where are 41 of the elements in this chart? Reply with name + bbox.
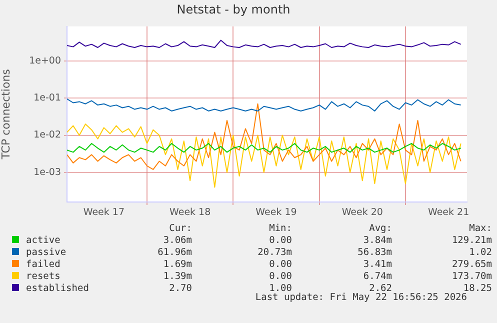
- text: 1.00: [269, 282, 292, 294]
- y-tick-label: 1e-01: [34, 92, 61, 104]
- text: 3.84m: [362, 234, 392, 246]
- text: 61.96m: [156, 246, 192, 258]
- text: 20.73m: [256, 246, 292, 258]
- legend-label: established: [25, 282, 90, 294]
- text: 0.00: [268, 270, 292, 282]
- x-tick-label: Week 20: [342, 207, 383, 218]
- text: 2.70: [168, 282, 192, 294]
- text: 56.83m: [356, 246, 392, 258]
- text: 1.02: [468, 246, 492, 258]
- text: 1.69m: [162, 258, 192, 270]
- text: 1.39m: [162, 270, 192, 282]
- text: 3.06m: [162, 234, 192, 246]
- text: 129.21m: [450, 234, 492, 246]
- y-tick-label: 1e-02: [34, 130, 61, 141]
- text: Cur:: [168, 222, 192, 234]
- x-tick-label: Week 17: [83, 207, 124, 218]
- text: 18.25: [463, 282, 492, 294]
- text: 0.00: [268, 258, 292, 270]
- text: 279.65m: [450, 258, 492, 270]
- text: 2.62: [369, 282, 392, 294]
- legend-label: failed: [25, 258, 62, 270]
- text: 6.74m: [362, 270, 392, 282]
- text: 173.70m: [450, 270, 492, 282]
- text: Avg:: [368, 222, 392, 234]
- x-tick-label: Week 19: [256, 207, 297, 218]
- text: 0.00: [268, 234, 292, 246]
- y-tick-label: 1e+00: [29, 55, 61, 66]
- text: Max:: [468, 222, 492, 234]
- x-tick-label: Week 21: [428, 207, 470, 218]
- y-tick-label: 1e-03: [34, 166, 61, 178]
- legend-label: active: [25, 234, 62, 246]
- text: Last update: Fri May 22 16:56:25 2026: [255, 292, 467, 303]
- chart-title: Netstat - by month: [176, 2, 290, 16]
- x-tick-label: Week 18: [170, 207, 211, 218]
- text: Min:: [268, 222, 292, 234]
- legend-label: passive: [25, 246, 68, 258]
- y-axis-title: TCP connections: [0, 68, 12, 160]
- legend-label: resets: [25, 270, 62, 282]
- text: 3.41m: [362, 258, 392, 270]
